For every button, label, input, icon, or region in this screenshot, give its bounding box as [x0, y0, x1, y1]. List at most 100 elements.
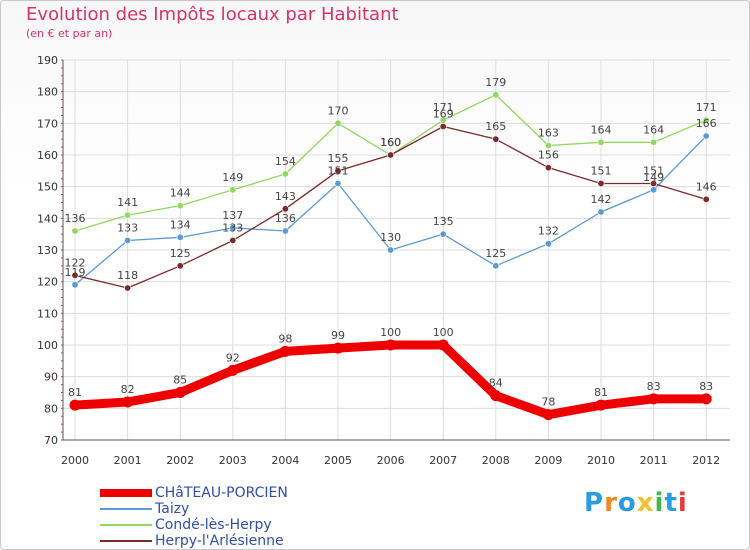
data-label: 83 [699, 380, 713, 393]
data-label: 165 [485, 120, 506, 133]
x-tick-label: 2003 [219, 454, 247, 467]
data-label: 151 [643, 165, 664, 178]
y-tick-label: 130 [37, 244, 58, 257]
data-label: 100 [380, 326, 401, 339]
y-tick-label: 180 [37, 86, 58, 99]
x-tick-label: 2004 [271, 454, 299, 467]
data-label: 137 [222, 209, 243, 222]
data-point [702, 116, 710, 124]
logo-letter: o [617, 488, 637, 518]
legend-label-herpy-larlesienne: Herpy-l'Arlésienne [155, 533, 284, 549]
data-point [650, 138, 658, 146]
data-point [334, 167, 342, 175]
data-label: 99 [331, 329, 345, 342]
data-point [492, 262, 500, 270]
data-label: 143 [275, 190, 296, 203]
data-point [124, 237, 132, 245]
data-label: 136 [65, 212, 86, 225]
legend: CHâTEAU-PORCIEN Taizy Condé-lès-Herpy He… [100, 485, 288, 549]
data-label: 133 [222, 222, 243, 235]
data-label: 125 [170, 247, 191, 260]
logo-letter: r [604, 488, 618, 518]
y-tick-label: 100 [37, 339, 58, 352]
logo-letter: x [636, 488, 655, 518]
data-label: 179 [485, 76, 506, 89]
logo-letter: i [677, 488, 688, 518]
data-label: 133 [117, 222, 138, 235]
chart-title: Evolution des Impôts locaux par Habitant [26, 4, 399, 25]
data-label: 122 [65, 256, 86, 269]
x-tick-label: 2009 [534, 454, 562, 467]
data-label: 136 [275, 212, 296, 225]
data-label: 171 [433, 101, 454, 114]
data-point [437, 339, 449, 351]
x-tick-label: 2006 [377, 454, 405, 467]
data-label: 155 [328, 152, 349, 165]
data-label: 119 [65, 266, 86, 279]
data-label: 83 [647, 380, 661, 393]
data-point [332, 342, 344, 354]
data-label: 81 [594, 386, 608, 399]
data-label: 151 [328, 165, 349, 178]
data-point [385, 339, 397, 351]
data-point [650, 186, 658, 194]
data-point [281, 205, 289, 213]
x-tick-label: 2005 [324, 454, 352, 467]
data-label: 163 [538, 127, 559, 140]
x-tick-label: 2010 [587, 454, 615, 467]
data-point [124, 211, 132, 219]
y-tick-label: 160 [37, 149, 58, 162]
chart-subtitle: (en € et par an) [26, 27, 113, 40]
data-point [492, 135, 500, 143]
logo-letter: i [654, 488, 665, 518]
legend-item-taizy: Taizy [100, 501, 288, 517]
data-point [71, 271, 79, 279]
data-point [71, 227, 79, 235]
proxiti-logo: Proxiti [584, 488, 688, 518]
data-point [176, 233, 184, 241]
y-tick-label: 70 [44, 434, 58, 447]
data-label: 169 [433, 108, 454, 121]
data-point [544, 164, 552, 172]
legend-item-chateau-porcien: CHâTEAU-PORCIEN [100, 485, 288, 501]
y-tick-label: 120 [37, 276, 58, 289]
data-point [281, 170, 289, 178]
data-point [597, 208, 605, 216]
legend-label-conde-les-herpy: Condé-lès-Herpy [155, 517, 272, 533]
y-tick-label: 80 [44, 402, 58, 415]
data-point [71, 281, 79, 289]
logo-letter: P [584, 488, 605, 518]
data-point [648, 393, 660, 405]
data-label: 85 [173, 374, 187, 387]
data-point [281, 227, 289, 235]
data-label: 142 [591, 193, 612, 206]
data-label: 149 [222, 171, 243, 184]
legend-item-conde-les-herpy: Condé-lès-Herpy [100, 517, 288, 533]
data-point [595, 399, 607, 411]
data-point [700, 393, 712, 405]
y-tick-label: 110 [37, 307, 58, 320]
data-point [702, 132, 710, 140]
data-point [279, 345, 291, 357]
data-point [492, 91, 500, 99]
data-point [229, 186, 237, 194]
data-label: 156 [538, 149, 559, 162]
data-point [387, 246, 395, 254]
data-point [544, 142, 552, 150]
data-label: 170 [328, 104, 349, 117]
x-tick-label: 2002 [166, 454, 194, 467]
data-point [490, 390, 502, 402]
data-point [69, 399, 81, 411]
data-label: 160 [380, 136, 401, 149]
data-point [597, 180, 605, 188]
x-tick-label: 2007 [429, 454, 457, 467]
data-label: 146 [696, 180, 717, 193]
data-label: 141 [117, 196, 138, 209]
legend-swatch-herpy-larlesienne [100, 540, 152, 542]
data-label: 118 [117, 269, 138, 282]
legend-label-chateau-porcien: CHâTEAU-PORCIEN [155, 485, 288, 501]
data-label: 160 [380, 136, 401, 149]
x-tick-label: 2008 [482, 454, 510, 467]
data-point [176, 262, 184, 270]
